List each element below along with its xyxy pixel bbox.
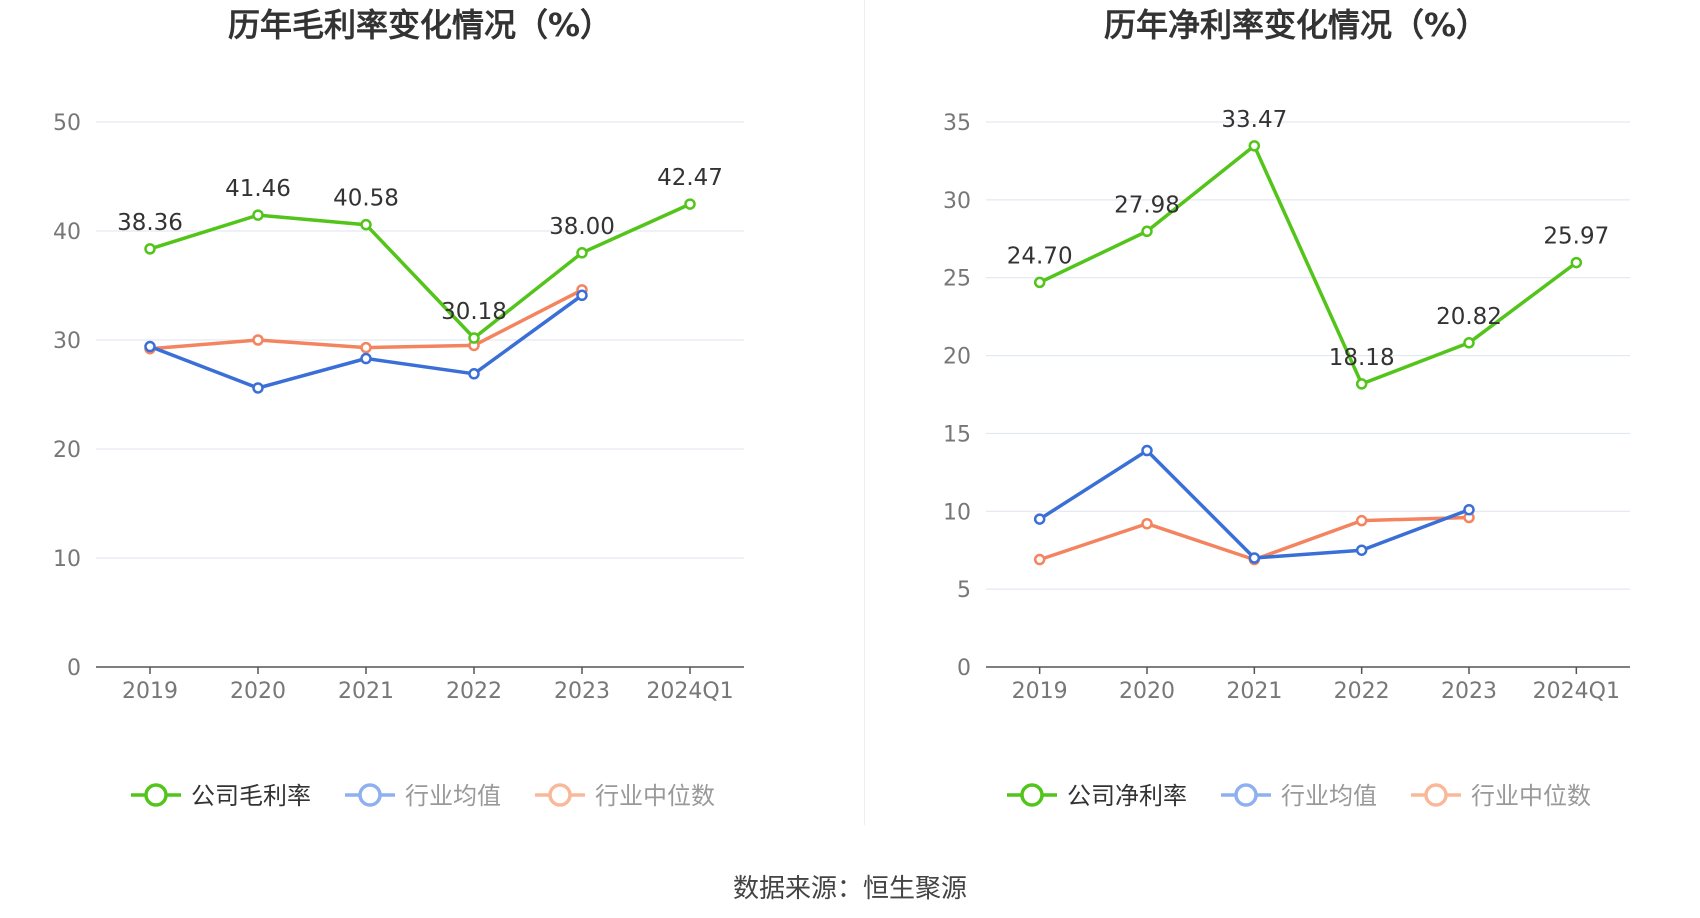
legend-marker bbox=[144, 783, 168, 807]
x-tick-label: 2023 bbox=[1441, 679, 1497, 704]
y-tick-label: 20 bbox=[53, 438, 81, 463]
data-point bbox=[252, 382, 264, 394]
data-point bbox=[1355, 378, 1368, 390]
series-line bbox=[1038, 144, 1578, 386]
data-label: 24.70 bbox=[1007, 243, 1073, 269]
x-tick-label: 2019 bbox=[122, 679, 178, 704]
y-tick-label: 15 bbox=[943, 422, 971, 447]
data-point bbox=[684, 198, 696, 210]
y-tick-label: 35 bbox=[943, 111, 971, 136]
x-tick-label: 2021 bbox=[338, 679, 394, 704]
x-tick-label: 2022 bbox=[1334, 679, 1390, 704]
data-point bbox=[576, 247, 588, 259]
y-tick-label: 30 bbox=[943, 189, 971, 214]
legend-label: 行业均值 bbox=[405, 782, 501, 810]
data-point bbox=[360, 352, 372, 365]
data-point bbox=[144, 243, 156, 255]
data-source-note: 数据来源：恒生聚源 bbox=[732, 874, 967, 904]
legend-label: 公司净利率 bbox=[1067, 782, 1187, 810]
x-tick-label: 2020 bbox=[230, 679, 286, 704]
y-tick-label: 30 bbox=[53, 329, 81, 354]
legend-label: 行业中位数 bbox=[1471, 782, 1591, 810]
y-tick-label: 40 bbox=[53, 220, 81, 245]
series-line bbox=[149, 202, 691, 340]
legend-label: 行业均值 bbox=[1281, 782, 1377, 810]
net-margin-chart: 历年净利率变化情况（%） 0 5 10 15 20 25 30 35 2019 2020 2021 20… bbox=[943, 6, 1630, 810]
data-point bbox=[468, 332, 480, 344]
data-point bbox=[1570, 256, 1583, 269]
data-point bbox=[360, 341, 372, 354]
data-label: 40.58 bbox=[333, 186, 399, 212]
legend-marker bbox=[548, 783, 572, 807]
data-label: 38.00 bbox=[549, 214, 615, 240]
data-label: 33.47 bbox=[1221, 107, 1287, 133]
data-point bbox=[1033, 276, 1046, 289]
series-line bbox=[149, 293, 584, 390]
data-point bbox=[1033, 513, 1046, 525]
data-point bbox=[360, 218, 372, 231]
chart-title: 历年毛利率变化情况（%） bbox=[228, 6, 612, 44]
data-point bbox=[1141, 444, 1153, 457]
legend-label: 行业中位数 bbox=[595, 782, 715, 810]
y-tick-label: 0 bbox=[67, 656, 81, 681]
data-point bbox=[1463, 503, 1475, 516]
legend-label: 公司毛利率 bbox=[191, 782, 311, 810]
data-point bbox=[1355, 544, 1368, 556]
x-tick-label: 2024Q1 bbox=[1533, 679, 1620, 704]
y-tick-label: 20 bbox=[943, 345, 971, 370]
data-point bbox=[252, 209, 264, 221]
y-tick-label: 0 bbox=[957, 656, 971, 681]
data-point bbox=[1248, 552, 1261, 564]
data-label: 18.18 bbox=[1329, 345, 1395, 371]
data-label: 30.18 bbox=[441, 299, 507, 325]
legend-marker bbox=[1234, 783, 1258, 807]
series-line bbox=[1038, 448, 1470, 560]
data-point bbox=[1248, 140, 1261, 152]
chart-title: 历年净利率变化情况（%） bbox=[1104, 6, 1488, 44]
x-tick-label: 2024Q1 bbox=[646, 679, 733, 704]
y-tick-label: 50 bbox=[53, 111, 81, 136]
y-tick-label: 5 bbox=[957, 578, 971, 603]
x-tick-label: 2019 bbox=[1012, 679, 1068, 704]
data-point bbox=[252, 334, 264, 346]
data-point bbox=[576, 289, 588, 302]
y-tick-label: 10 bbox=[943, 500, 971, 525]
x-tick-label: 2021 bbox=[1226, 679, 1282, 704]
data-label: 27.98 bbox=[1114, 192, 1180, 218]
data-label: 42.47 bbox=[657, 165, 723, 191]
data-label: 41.46 bbox=[225, 176, 291, 202]
gross-margin-chart: 历年毛利率变化情况（%） 0 10 20 30 40 50 2019 2020 2021 2022 2… bbox=[53, 6, 744, 810]
data-point bbox=[1033, 553, 1046, 566]
y-tick-label: 10 bbox=[53, 547, 81, 572]
x-tick-label: 2023 bbox=[554, 679, 610, 704]
data-label: 20.82 bbox=[1436, 304, 1502, 330]
data-point bbox=[1141, 225, 1153, 238]
data-point bbox=[468, 368, 480, 380]
x-tick-label: 2020 bbox=[1119, 679, 1175, 704]
data-point bbox=[144, 340, 156, 353]
data-point bbox=[1141, 517, 1153, 530]
data-point bbox=[1463, 337, 1475, 349]
legend-marker bbox=[358, 783, 382, 807]
x-tick-label: 2022 bbox=[446, 679, 502, 704]
data-point bbox=[1355, 514, 1368, 527]
data-label: 25.97 bbox=[1543, 224, 1609, 250]
legend-marker bbox=[1020, 783, 1044, 807]
legend-marker bbox=[1424, 783, 1448, 807]
data-label: 38.36 bbox=[117, 210, 183, 236]
chart-divider bbox=[864, 0, 865, 825]
y-tick-label: 25 bbox=[943, 267, 971, 292]
